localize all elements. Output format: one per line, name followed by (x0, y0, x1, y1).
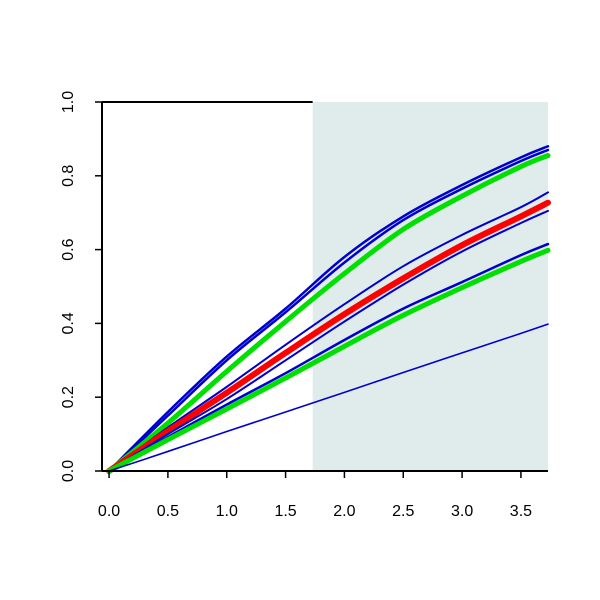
series-line-6 (108, 209, 549, 472)
y-tick-label: 0.2 (60, 386, 77, 408)
series-layer (106, 145, 551, 474)
series-line-1 (107, 145, 550, 473)
x-tick-label: 1.0 (216, 503, 238, 520)
series-line-8 (106, 247, 551, 474)
x-tick-label: 1.5 (274, 503, 296, 520)
y-tick-label: 0.4 (60, 312, 77, 334)
x-tick-label: 3.0 (451, 503, 473, 520)
y-tick-label: 0.8 (60, 165, 77, 187)
x-tick-label: 0.5 (157, 503, 179, 520)
series-line-3 (106, 153, 551, 474)
shaded-region-layer (312, 102, 548, 471)
x-tick-label: 2.5 (392, 503, 414, 520)
y-tick-label: 1.0 (60, 91, 77, 113)
x-tick-label: 3.5 (510, 503, 532, 520)
series-line-9 (108, 323, 549, 472)
x-tick-label: 2.0 (333, 503, 355, 520)
series-line-5 (106, 199, 551, 474)
x-tick-label: 0.0 (98, 503, 120, 520)
axis-layer: 0.0 0.5 1.0 1.5 2.0 2.5 3.0 3.5 0.0 0.2 0.4 0.6 0.8 1… (60, 91, 548, 520)
shaded-region (312, 102, 548, 471)
series-line-7 (107, 242, 550, 473)
series-line-2 (107, 148, 550, 473)
y-tick-label: 0.6 (60, 238, 77, 260)
y-tick-label: 0.0 (60, 460, 77, 482)
series-line-4 (108, 191, 549, 472)
